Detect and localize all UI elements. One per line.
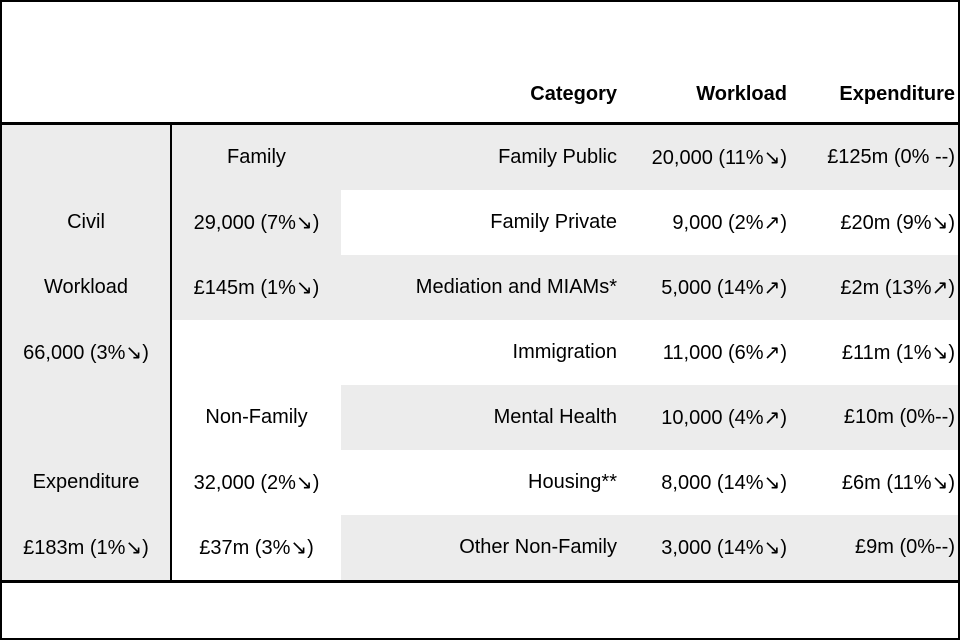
expenditure-mental-health: £10m (0%--) [790, 385, 958, 450]
workload-immigration: 11,000 (6%↗) [662, 342, 787, 364]
category-family-private: Family Private [490, 211, 617, 233]
expenditure-family-public: £125m (0% --) [790, 125, 958, 190]
workload-mediation: 5,000 (14%↗) [620, 255, 790, 320]
expenditure-housing: £6m (11%↘) [841, 472, 955, 494]
category-immigration: Immigration [512, 341, 617, 363]
nonfamily-workload-value: 32,000 (2%↘) [193, 472, 320, 494]
expenditure-immigration: £11m (1%↘) [841, 342, 955, 364]
category-mediation: Mediation and MIAMs* [341, 255, 620, 320]
expenditure-family-private: £20m (9%↘) [840, 212, 955, 234]
category-mental-health: Mental Health [341, 385, 620, 450]
workload-column-header: Workload [696, 83, 787, 105]
civil-group-label: Civil [2, 190, 172, 255]
workload-family-public: 20,000 (11%↘) [620, 125, 790, 190]
workload-mental-health: 10,000 (4%↗) [620, 385, 790, 450]
table-header-row: Category Workload Expenditure [2, 2, 958, 122]
nonfamily-group-label: Non-Family [205, 406, 308, 428]
civil-workload-label: Workload [2, 255, 172, 320]
category-column-header: Category [530, 83, 617, 105]
expenditure-column-header: Expenditure [839, 83, 955, 105]
category-family-public: Family Public [341, 125, 620, 190]
workload-housing: 8,000 (14%↘) [661, 472, 787, 494]
workload-other-nonfamily: 3,000 (14%↘) [620, 515, 790, 580]
civil-workload-value: 66,000 (3%↘) [2, 320, 172, 385]
table-body: Family Family Public 20,000 (11%↘) £125m… [2, 122, 958, 583]
family-workload-value: 29,000 (7%↘) [172, 190, 341, 255]
expenditure-other-nonfamily: £9m (0%--) [790, 515, 958, 580]
spacer-cell [2, 125, 172, 190]
expenditure-mediation: £2m (13%↗) [790, 255, 958, 320]
spacer-cell [2, 385, 172, 450]
family-expenditure-value: £145m (1%↘) [172, 255, 341, 320]
civil-expenditure-value: £183m (1%↘) [2, 515, 172, 580]
category-other-nonfamily: Other Non-Family [341, 515, 620, 580]
spacer-cell [172, 320, 341, 385]
family-group-label: Family [172, 125, 341, 190]
category-housing: Housing** [528, 471, 617, 493]
nonfamily-expenditure-value: £37m (3%↘) [199, 537, 314, 559]
civil-expenditure-label: Expenditure [2, 450, 172, 515]
workload-family-private: 9,000 (2%↗) [672, 212, 787, 234]
